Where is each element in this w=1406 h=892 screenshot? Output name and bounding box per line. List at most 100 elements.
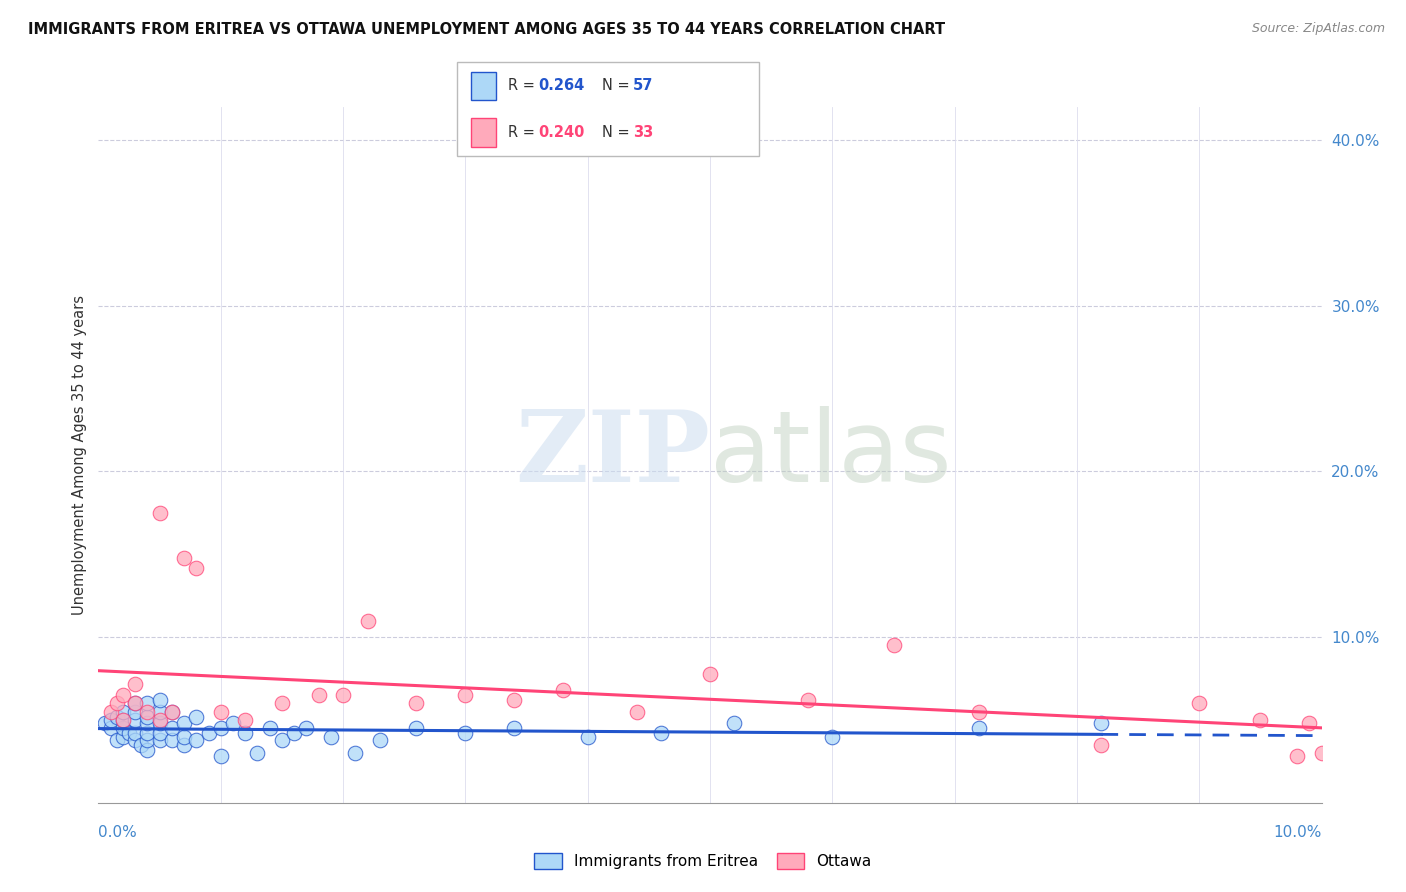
Text: 57: 57 bbox=[633, 78, 652, 94]
Point bbox=[136, 716, 159, 731]
Point bbox=[503, 721, 526, 735]
Point bbox=[111, 713, 134, 727]
Point bbox=[160, 721, 183, 735]
Point bbox=[967, 721, 990, 735]
Text: N =: N = bbox=[602, 78, 634, 94]
Point bbox=[124, 713, 146, 727]
Text: ZIP: ZIP bbox=[515, 407, 710, 503]
Point bbox=[173, 550, 195, 565]
Text: R =: R = bbox=[508, 125, 538, 140]
Text: N =: N = bbox=[602, 125, 634, 140]
Point bbox=[149, 732, 172, 747]
Point bbox=[111, 713, 134, 727]
Point bbox=[173, 716, 195, 731]
Point bbox=[650, 726, 672, 740]
Point bbox=[136, 697, 159, 711]
Point bbox=[295, 721, 318, 735]
Point bbox=[283, 726, 305, 740]
Point bbox=[405, 721, 427, 735]
Point bbox=[186, 709, 208, 723]
Point bbox=[105, 732, 128, 747]
Point bbox=[149, 506, 172, 520]
Point bbox=[233, 713, 256, 727]
Point bbox=[136, 705, 159, 719]
Point bbox=[149, 716, 172, 731]
Point bbox=[1188, 697, 1211, 711]
Point bbox=[1286, 749, 1309, 764]
Point bbox=[1090, 716, 1112, 731]
Text: 0.264: 0.264 bbox=[538, 78, 585, 94]
Point bbox=[209, 705, 232, 719]
Point bbox=[1298, 716, 1320, 731]
Point bbox=[821, 730, 844, 744]
Point bbox=[173, 738, 195, 752]
Point bbox=[149, 693, 172, 707]
Point bbox=[454, 688, 477, 702]
Point bbox=[160, 705, 183, 719]
Point bbox=[149, 726, 172, 740]
Point bbox=[576, 730, 599, 744]
Point bbox=[197, 726, 219, 740]
Point bbox=[454, 726, 477, 740]
Point bbox=[270, 697, 292, 711]
Point bbox=[233, 726, 256, 740]
Point bbox=[173, 730, 195, 744]
Point bbox=[209, 721, 232, 735]
Point bbox=[699, 666, 721, 681]
Point bbox=[368, 732, 391, 747]
Text: 0.0%: 0.0% bbox=[98, 825, 138, 840]
Point bbox=[136, 726, 159, 740]
Point bbox=[136, 743, 159, 757]
Point bbox=[344, 746, 367, 760]
Point bbox=[124, 697, 146, 711]
Y-axis label: Unemployment Among Ages 35 to 44 years: Unemployment Among Ages 35 to 44 years bbox=[72, 295, 87, 615]
Point bbox=[186, 560, 208, 574]
Point bbox=[160, 705, 183, 719]
Point bbox=[332, 688, 354, 702]
Point bbox=[1249, 713, 1271, 727]
Point bbox=[553, 683, 575, 698]
Point bbox=[222, 716, 245, 731]
Point bbox=[111, 730, 134, 744]
Point bbox=[124, 676, 146, 690]
Point bbox=[149, 713, 172, 727]
Point bbox=[124, 705, 146, 719]
Point bbox=[124, 732, 146, 747]
Point bbox=[111, 688, 134, 702]
Text: 10.0%: 10.0% bbox=[1274, 825, 1322, 840]
Point bbox=[100, 721, 122, 735]
Point bbox=[111, 721, 134, 735]
Point bbox=[100, 705, 122, 719]
Point bbox=[883, 639, 905, 653]
Point bbox=[136, 709, 159, 723]
Point bbox=[105, 697, 128, 711]
Point bbox=[723, 716, 745, 731]
Text: Source: ZipAtlas.com: Source: ZipAtlas.com bbox=[1251, 22, 1385, 36]
Point bbox=[124, 726, 146, 740]
Point bbox=[111, 705, 134, 719]
Point bbox=[100, 713, 122, 727]
Point bbox=[319, 730, 342, 744]
Point bbox=[136, 732, 159, 747]
Text: 0.240: 0.240 bbox=[538, 125, 585, 140]
Point bbox=[1310, 746, 1333, 760]
Point bbox=[160, 732, 183, 747]
Point bbox=[356, 614, 378, 628]
Point bbox=[503, 693, 526, 707]
Point bbox=[118, 726, 141, 740]
Text: 33: 33 bbox=[633, 125, 652, 140]
Point bbox=[626, 705, 648, 719]
Point bbox=[186, 732, 208, 747]
Point bbox=[209, 749, 232, 764]
Point bbox=[405, 697, 427, 711]
Point bbox=[93, 716, 115, 731]
Point bbox=[149, 705, 172, 719]
Point bbox=[967, 705, 990, 719]
Point bbox=[797, 693, 820, 707]
Text: R =: R = bbox=[508, 78, 538, 94]
Point bbox=[246, 746, 269, 760]
Point bbox=[124, 697, 146, 711]
Point bbox=[270, 732, 292, 747]
Point bbox=[1090, 738, 1112, 752]
Text: IMMIGRANTS FROM ERITREA VS OTTAWA UNEMPLOYMENT AMONG AGES 35 TO 44 YEARS CORRELA: IMMIGRANTS FROM ERITREA VS OTTAWA UNEMPL… bbox=[28, 22, 945, 37]
